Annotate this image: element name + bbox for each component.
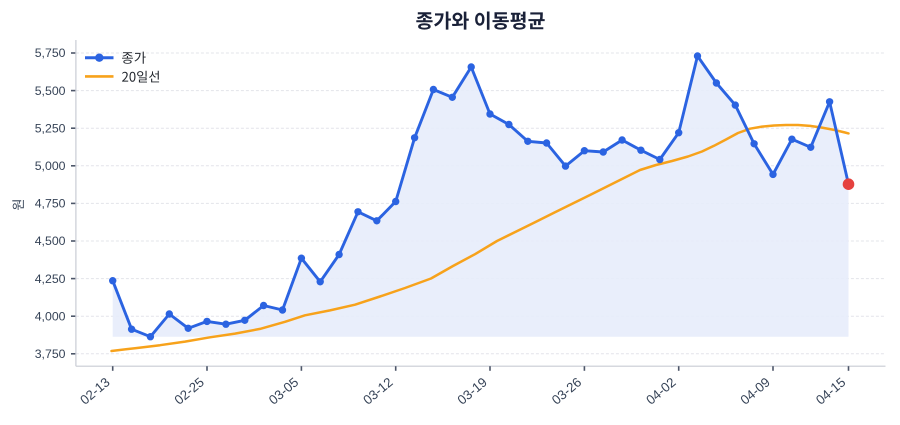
svg-text:4,500: 4,500	[35, 234, 66, 248]
svg-text:5,000: 5,000	[35, 159, 66, 173]
svg-text:5,250: 5,250	[35, 121, 66, 135]
svg-text:4,000: 4,000	[35, 309, 66, 323]
svg-text:5,500: 5,500	[35, 84, 66, 98]
svg-text:4,750: 4,750	[35, 197, 66, 211]
svg-text:5,750: 5,750	[35, 46, 66, 60]
svg-text:3,750: 3,750	[35, 347, 66, 361]
svg-text:4,250: 4,250	[35, 272, 66, 286]
